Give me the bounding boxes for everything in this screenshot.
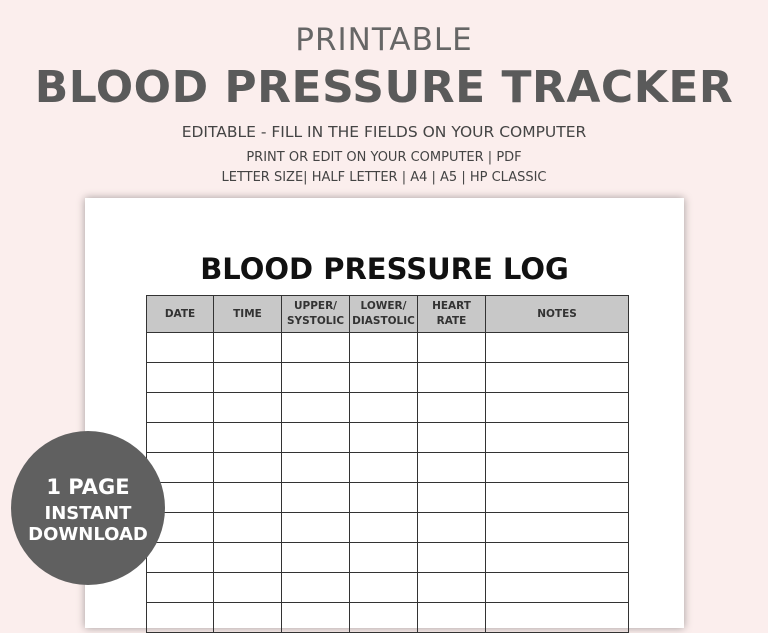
instant-download-badge: 1 PAGE INSTANT DOWNLOAD — [11, 431, 165, 585]
sizes-line: LETTER SIZE| HALF LETTER | A4 | A5 | HP … — [221, 170, 547, 185]
table-cell — [485, 362, 629, 393]
table-cell — [146, 392, 214, 423]
table-cell — [281, 392, 350, 423]
table-row — [146, 452, 629, 483]
table-cell — [349, 452, 418, 483]
table-cell — [417, 602, 486, 633]
table-row — [146, 422, 629, 453]
column-header: TIME — [213, 295, 282, 333]
table-row — [146, 572, 629, 603]
column-header-line: SYSTOLIC — [286, 315, 345, 327]
column-header-line: HEART — [432, 300, 471, 312]
table-row — [146, 362, 629, 393]
table-cell — [349, 542, 418, 573]
table-cell — [349, 602, 418, 633]
table-cell — [417, 452, 486, 483]
subtitle: PRINTABLE — [295, 22, 473, 58]
table-cell — [213, 422, 282, 453]
column-header: HEART RATE — [417, 295, 486, 333]
table-cell — [213, 452, 282, 483]
table-cell — [213, 392, 282, 423]
table-cell — [281, 332, 350, 363]
table-cell — [485, 392, 629, 423]
table-cell — [417, 422, 486, 453]
table-cell — [281, 572, 350, 603]
table-cell — [485, 482, 629, 513]
column-header-line: DIASTOLIC — [352, 315, 415, 327]
table-cell — [213, 362, 282, 393]
table-cell — [485, 332, 629, 363]
table-cell — [349, 482, 418, 513]
table-cell — [485, 452, 629, 483]
table-cell — [146, 332, 214, 363]
table-row — [146, 482, 629, 513]
badge-line-3: DOWNLOAD — [28, 524, 148, 545]
table-cell — [213, 512, 282, 543]
table-cell — [349, 332, 418, 363]
table-cell — [213, 332, 282, 363]
table-cell — [213, 572, 282, 603]
format-line: PRINT OR EDIT ON YOUR COMPUTER | PDF — [246, 150, 522, 165]
table-cell — [281, 542, 350, 573]
column-header-line: TIME — [233, 307, 262, 320]
table-row — [146, 512, 629, 543]
table-cell — [281, 602, 350, 633]
table-cell — [146, 362, 214, 393]
column-header: DATE — [146, 295, 214, 333]
table-cell — [146, 422, 214, 453]
log-title: BLOOD PRESSURE LOG — [200, 252, 569, 286]
table-cell — [281, 452, 350, 483]
table-cell — [146, 542, 214, 573]
table-cell — [213, 542, 282, 573]
column-header-line: NOTES — [537, 307, 577, 320]
column-header: UPPER/SYSTOLIC — [281, 295, 350, 333]
main-title: BLOOD PRESSURE TRACKER — [34, 62, 734, 113]
table-cell — [485, 512, 629, 543]
table-cell — [417, 572, 486, 603]
table-cell — [417, 542, 486, 573]
table-cell — [417, 482, 486, 513]
table-cell — [417, 392, 486, 423]
table-cell — [417, 512, 486, 543]
table-cell — [485, 422, 629, 453]
table-cell — [146, 602, 214, 633]
table-row — [146, 392, 629, 423]
table-cell — [485, 542, 629, 573]
table-cell — [281, 512, 350, 543]
table-cell — [349, 422, 418, 453]
table-cell — [485, 572, 629, 603]
table-cell — [349, 512, 418, 543]
badge-line-2: INSTANT — [44, 503, 132, 524]
table-cell — [349, 572, 418, 603]
table-cell — [417, 332, 486, 363]
table-cell — [485, 602, 629, 633]
table-cell — [146, 572, 214, 603]
column-header: NOTES — [485, 295, 629, 333]
table-cell — [281, 362, 350, 393]
table-cell — [349, 362, 418, 393]
tagline: EDITABLE - FILL IN THE FIELDS ON YOUR CO… — [181, 123, 587, 141]
table-cell — [417, 362, 486, 393]
column-header-line: UPPER/ — [293, 300, 337, 312]
table-cell — [281, 482, 350, 513]
column-header: LOWER/DIASTOLIC — [349, 295, 418, 333]
column-header-line: LOWER/ — [360, 300, 407, 312]
badge-line-1: 1 PAGE — [46, 475, 130, 499]
table-row — [146, 542, 629, 573]
table-cell — [213, 602, 282, 633]
log-table: DATE TIME UPPER/SYSTOLIC LOWER/DIASTOLIC HEA… — [146, 295, 629, 633]
table-row — [146, 332, 629, 363]
column-header-line: RATE — [436, 315, 467, 327]
table-cell — [349, 392, 418, 423]
log-sheet-preview: BLOOD PRESSURE LOG DATE TIME UPPER/SYSTOLI… — [85, 198, 684, 633]
table-cell — [281, 422, 350, 453]
table-cell — [213, 482, 282, 513]
column-header-line: DATE — [164, 307, 196, 320]
table-row — [146, 602, 629, 633]
